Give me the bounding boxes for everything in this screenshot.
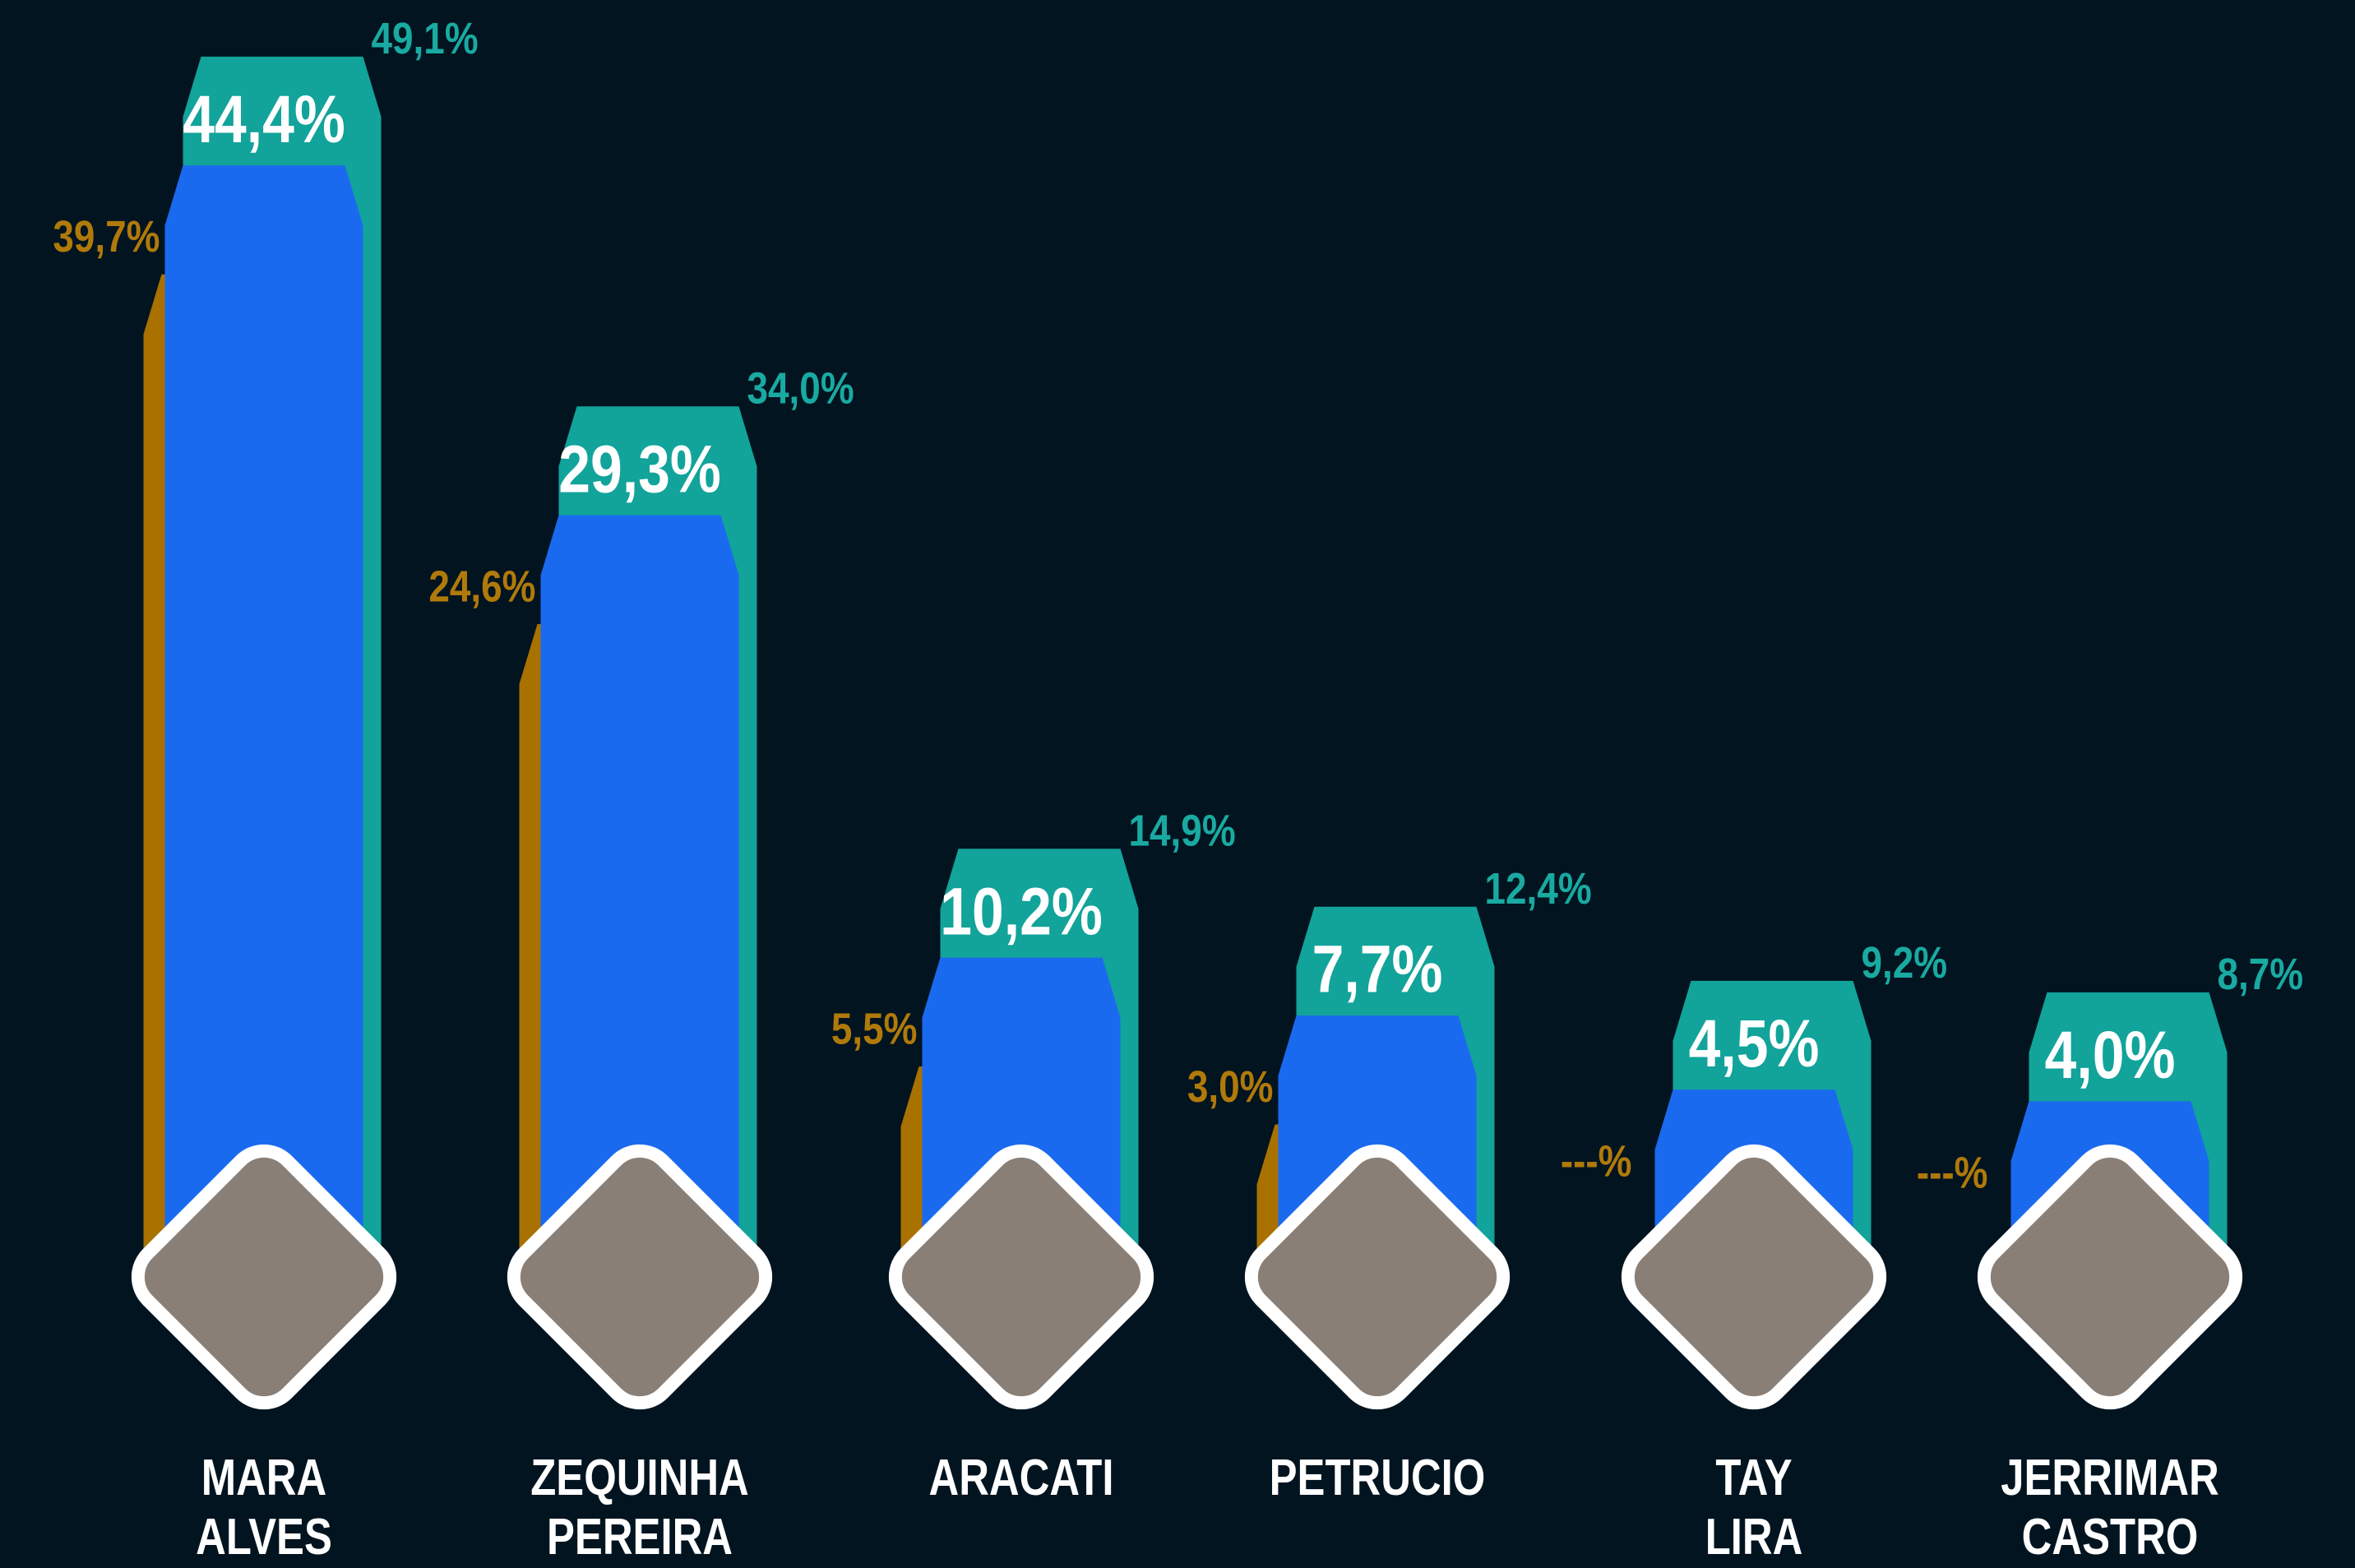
photo-frame xyxy=(131,1144,397,1410)
value-label: 3,0% xyxy=(1187,1062,1274,1111)
category-label: MARA ALVES xyxy=(196,1450,332,1566)
value-label: 9,2% xyxy=(1862,938,1948,988)
category-label: PETRUCIO xyxy=(1269,1450,1486,1506)
value-label: 4,5% xyxy=(1689,1006,1820,1082)
category-label: ZEQUINHA PEREIRA xyxy=(530,1450,749,1566)
category-label: TAY LIRA xyxy=(1705,1450,1803,1566)
photo xyxy=(131,1144,397,1410)
value-label: 5,5% xyxy=(831,1004,918,1053)
value-label: 39,7% xyxy=(53,211,160,261)
value-label: 29,3% xyxy=(558,432,721,507)
value-label: 34,0% xyxy=(747,363,854,413)
category-label: JERRIMAR CASTRO xyxy=(2001,1450,2219,1566)
value-label: 49,1% xyxy=(372,14,479,63)
photo xyxy=(507,1144,773,1410)
value-label: 24,6% xyxy=(428,562,535,611)
photo xyxy=(1244,1144,1511,1410)
bar xyxy=(922,957,1121,1250)
photo-frame xyxy=(888,1144,1154,1410)
value-label: 4,0% xyxy=(2045,1018,2176,1094)
value-label: 10,2% xyxy=(940,874,1103,950)
value-label: 14,9% xyxy=(1129,806,1236,855)
photo xyxy=(1621,1144,1887,1410)
value-label: 12,4% xyxy=(1485,863,1592,913)
category-label: ARACATI xyxy=(928,1450,1114,1506)
value-label: 7,7% xyxy=(1312,932,1443,1007)
value-label: 8,7% xyxy=(2218,950,2304,999)
photo-frame xyxy=(507,1144,773,1410)
photo xyxy=(1977,1144,2243,1410)
bar xyxy=(540,515,739,1250)
photo xyxy=(888,1144,1154,1410)
value-label: 44,4% xyxy=(183,82,345,158)
value-label: ---% xyxy=(1561,1136,1632,1186)
photo-frame xyxy=(1977,1144,2243,1410)
value-label: ---% xyxy=(1917,1148,1988,1197)
photo-frame xyxy=(1244,1144,1511,1410)
photo-frame xyxy=(1621,1144,1887,1410)
bar xyxy=(164,165,363,1251)
